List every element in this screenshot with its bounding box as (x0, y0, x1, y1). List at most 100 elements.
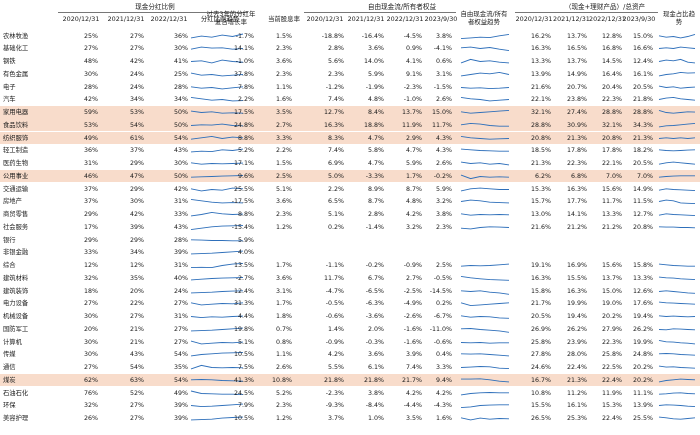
fcf-trend-sparkline-line (460, 161, 510, 166)
cash-assets-cell: 20.5% (530, 313, 551, 320)
cash-assets-cell: 26.9% (530, 325, 551, 333)
div-trend-sparkline (190, 110, 244, 114)
cash-trend-sparkline (658, 328, 696, 331)
cash-trend-sparkline (658, 302, 696, 306)
div-trend-sparkline-line (190, 290, 244, 294)
cash-trend-sparkline (658, 47, 696, 50)
cash-assets-cell: 10.8% (530, 389, 551, 397)
div-ratio-cell: 43% (174, 147, 188, 155)
fcf-equity-cell: -11.0% (429, 325, 452, 333)
cash-assets-cell: 14.5% (601, 58, 622, 65)
fcf-equity-cell: 4.3% (436, 134, 452, 142)
div-ratio-cell: 21% (130, 338, 144, 346)
cash-trend-sparkline (658, 290, 696, 294)
div-ratio-cell: 41% (174, 58, 188, 65)
cash-assets-cell: 13.3% (632, 274, 653, 282)
div-trend-sparkline-line (190, 378, 244, 382)
div-ratio-cell: 49% (174, 389, 188, 397)
cash-trend-sparkline-line (658, 110, 696, 114)
div-ratio-cell: 35% (174, 364, 188, 371)
div-trend-sparkline-line (190, 416, 244, 421)
div-ratio-cell: 54% (174, 134, 188, 142)
div-trend-sparkline (190, 224, 244, 230)
cash-assets-cell: 19.4% (632, 313, 653, 320)
fcf-equity-cell: -8.4% (365, 402, 384, 410)
cash-assets-cell: 34.3% (632, 121, 653, 129)
fcf-equity-cell: 3.2% (436, 198, 452, 206)
cash-assets-cell: 16.6% (632, 45, 653, 53)
cash-assets-cell: 30.9% (566, 121, 587, 129)
cash-trend-sparkline (658, 315, 696, 318)
cagr-cell: 7.5% (238, 364, 254, 371)
div-ratio-cell: 27% (84, 364, 98, 371)
cash-assets-cell: 13.3% (530, 58, 551, 65)
cagr-cell: 14.1% (233, 45, 254, 53)
cash-trend-sparkline-line (658, 290, 696, 294)
cash-trend-sparkline (658, 392, 696, 395)
cash-assets-cell: 14.9% (632, 185, 653, 193)
fcf-equity-cell: 3.3% (436, 364, 452, 371)
div-trend-sparkline (190, 212, 244, 217)
fcf-equity-cell: 11.7% (323, 274, 344, 282)
cash-assets-cell: 32.1% (530, 109, 551, 116)
yield-cell: 2.3% (276, 45, 292, 53)
fcf-equity-cell: -0.2% (365, 262, 384, 269)
group-rule-fcf-equity (304, 12, 456, 13)
cash-assets-cell (589, 247, 622, 258)
industry-name: 机械设备 (3, 313, 29, 320)
cash-assets-cell: 17.7% (566, 198, 587, 206)
cagr-cell: 10.5% (233, 351, 254, 359)
group-header-fcf-equity: 自由现金流/所有者权益 (367, 3, 437, 11)
div-ratio-cell: 34% (130, 249, 144, 257)
div-ratio-cell: 21% (130, 325, 144, 333)
div-trend-sparkline-line (190, 33, 244, 39)
div-ratio-cell: 54% (174, 376, 188, 384)
cash-assets-cell: 6.8% (571, 172, 587, 180)
cash-assets-cell (553, 235, 587, 246)
div-trend-sparkline-line (190, 212, 244, 217)
row-highlight (0, 106, 700, 119)
cash-trend-sparkline (658, 200, 696, 205)
div-trend-sparkline (190, 404, 244, 408)
header-cash-2020: 2020/12/31 (515, 15, 553, 23)
div-ratio-cell: 54% (174, 351, 188, 359)
div-ratio-cell: 63% (130, 376, 144, 384)
fcf-equity-cell: 3.1% (436, 70, 452, 78)
industry-name: 综合 (3, 262, 16, 269)
cash-assets-cell: 22.3% (566, 160, 587, 167)
div-ratio-cell: 12% (84, 262, 98, 269)
fcf-equity-cell: 3.2% (406, 223, 422, 231)
cash-assets-cell: 27.4% (566, 109, 587, 116)
fcf-trend-sparkline (461, 378, 510, 383)
fcf-equity-cell (346, 235, 384, 246)
fcf-trend-sparkline (460, 417, 510, 421)
cash-assets-cell: 16.3% (566, 287, 587, 295)
cash-trend-sparkline (658, 110, 696, 114)
cash-assets-cell: 13.9% (632, 402, 653, 410)
div-trend-sparkline (190, 239, 243, 241)
fcf-trend-sparkline (460, 341, 509, 344)
industry-name: 食品饮料 (3, 121, 29, 129)
cagr-cell: 5.9% (238, 236, 254, 244)
div-trend-sparkline (190, 365, 244, 370)
fcf-equity-cell: -16.4% (361, 32, 384, 40)
div-trend-sparkline (190, 86, 244, 90)
fcf-trend-sparkline (460, 135, 510, 140)
div-ratio-cell: 28% (84, 83, 98, 91)
fcf-equity-cell: 8.7% (406, 185, 422, 193)
cash-assets-cell: 16.5% (566, 45, 587, 53)
cash-assets-cell: 25.8% (530, 338, 551, 346)
fcf-equity-cell: -2.5% (403, 287, 422, 295)
div-ratio-cell: 30% (84, 313, 98, 320)
cash-trend-sparkline (658, 188, 696, 191)
fcf-trend-sparkline (460, 97, 510, 102)
fcf-equity-cell (304, 247, 344, 258)
industry-name: 汽车 (3, 96, 16, 104)
fcf-equity-cell: -14.5% (429, 287, 452, 295)
fcf-trend-sparkline (460, 59, 510, 64)
cash-assets-cell: 14.9% (566, 70, 587, 78)
yield-cell: 5.2% (276, 389, 292, 397)
div-ratio-cell: 28% (174, 236, 188, 244)
header-cash-trend: 现金占比趋势 (663, 10, 695, 26)
cash-assets-cell: 16.4% (601, 70, 622, 78)
